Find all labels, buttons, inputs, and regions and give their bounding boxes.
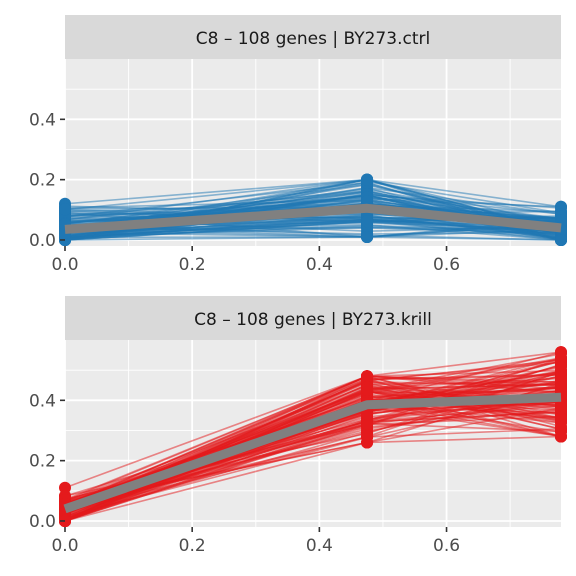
- gene-point: [555, 353, 567, 366]
- y-tick-label: 0.4: [29, 391, 56, 411]
- strip-ctrl: [65, 15, 561, 59]
- mean-line: [64, 203, 562, 234]
- gene-point: [361, 215, 374, 228]
- x-tick-label: 0.4: [306, 255, 333, 275]
- axes-ctrl: 0.0 0.2 0.4 0.6 0.0 0.2 0.4: [29, 110, 460, 275]
- strip-krill: [65, 296, 561, 340]
- x-tick-label: 0.0: [51, 255, 78, 275]
- strip-label-ctrl: C8 – 108 genes | BY273.ctrl: [196, 29, 430, 49]
- gene-point: [555, 376, 567, 389]
- x-tick-label: 0.2: [179, 255, 206, 275]
- y-tick-label: 0.0: [29, 512, 56, 532]
- gene-point: [361, 407, 374, 420]
- x-tick-label: 0.6: [433, 536, 460, 556]
- x-tick-label: 0.0: [51, 536, 78, 556]
- y-tick-label: 0.4: [29, 110, 56, 130]
- x-tick-label: 0.6: [433, 255, 460, 275]
- gene-point: [555, 403, 567, 416]
- gene-point: [361, 383, 374, 396]
- gene-point: [555, 425, 567, 438]
- y-tick-label: 0.2: [29, 452, 56, 472]
- y-tick-label: 0.0: [29, 231, 56, 251]
- mean-line-ctrl: [64, 203, 562, 234]
- gene-point: [555, 361, 567, 374]
- mean-line-krill: [63, 392, 562, 514]
- gene-point: [555, 412, 567, 425]
- x-tick-label: 0.2: [179, 536, 206, 556]
- gene-point: [361, 173, 374, 186]
- gene-point: [59, 203, 71, 216]
- panel-ctrl: C8 – 108 genes | BY273.ctrl 0.0 0.2 0.4 0.6…: [29, 15, 567, 275]
- y-tick-label: 0.2: [29, 171, 56, 191]
- gene-point: [361, 430, 374, 443]
- gene-lines-krill: [59, 346, 567, 527]
- gene-point: [555, 233, 567, 246]
- axes-krill: 0.0 0.2 0.4 0.6 0.0 0.2 0.4: [29, 391, 460, 556]
- gene-point: [361, 230, 374, 243]
- panel-krill: C8 – 108 genes | BY273.krill 0.0 0.2 0.4 0.…: [29, 296, 567, 556]
- x-tick-label: 0.4: [306, 536, 333, 556]
- strip-label-krill: C8 – 108 genes | BY273.krill: [194, 310, 432, 330]
- gene-point: [361, 370, 374, 383]
- gene-point: [361, 417, 374, 430]
- mean-line: [63, 392, 562, 514]
